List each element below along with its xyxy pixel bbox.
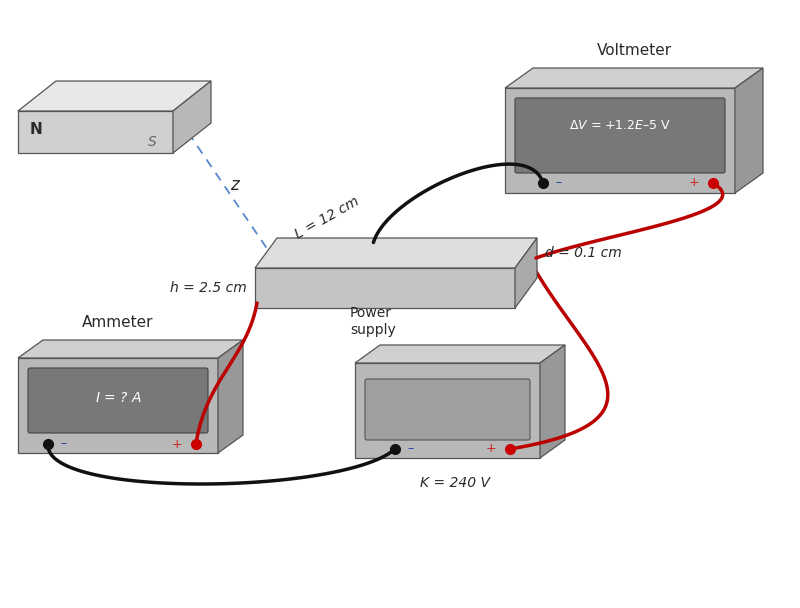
Polygon shape: [505, 68, 763, 88]
Polygon shape: [18, 358, 218, 453]
Text: +: +: [688, 176, 699, 190]
Text: Power
supply: Power supply: [350, 306, 396, 337]
Text: N: N: [30, 122, 42, 137]
Text: Voltmeter: Voltmeter: [597, 43, 671, 58]
Text: –: –: [407, 443, 414, 455]
Polygon shape: [540, 345, 565, 458]
Text: –: –: [555, 176, 562, 190]
Polygon shape: [255, 238, 537, 268]
Polygon shape: [18, 111, 173, 153]
Text: K = 240 V: K = 240 V: [420, 476, 490, 490]
Polygon shape: [505, 88, 735, 193]
Text: h = 2.5 cm: h = 2.5 cm: [170, 281, 247, 295]
FancyBboxPatch shape: [365, 379, 530, 440]
Polygon shape: [735, 68, 763, 193]
Text: L = 12 cm: L = 12 cm: [292, 195, 361, 242]
FancyBboxPatch shape: [28, 368, 208, 433]
Polygon shape: [218, 340, 243, 453]
Text: $I$ = ? A: $I$ = ? A: [94, 390, 142, 404]
Text: $\Delta V$ = +1.2$E$–5 V: $\Delta V$ = +1.2$E$–5 V: [569, 119, 671, 132]
Polygon shape: [515, 238, 537, 308]
FancyBboxPatch shape: [515, 98, 725, 173]
Text: Ammeter: Ammeter: [82, 315, 154, 330]
Text: z: z: [230, 176, 238, 194]
Text: d = 0.1 cm: d = 0.1 cm: [545, 246, 622, 260]
Text: +: +: [171, 438, 182, 451]
Polygon shape: [355, 363, 540, 458]
Polygon shape: [355, 345, 565, 363]
Text: +: +: [486, 443, 496, 455]
Polygon shape: [173, 81, 211, 153]
Polygon shape: [18, 81, 211, 111]
Text: –: –: [60, 438, 66, 451]
Polygon shape: [18, 340, 243, 358]
Polygon shape: [255, 268, 515, 308]
Text: S: S: [148, 136, 157, 150]
